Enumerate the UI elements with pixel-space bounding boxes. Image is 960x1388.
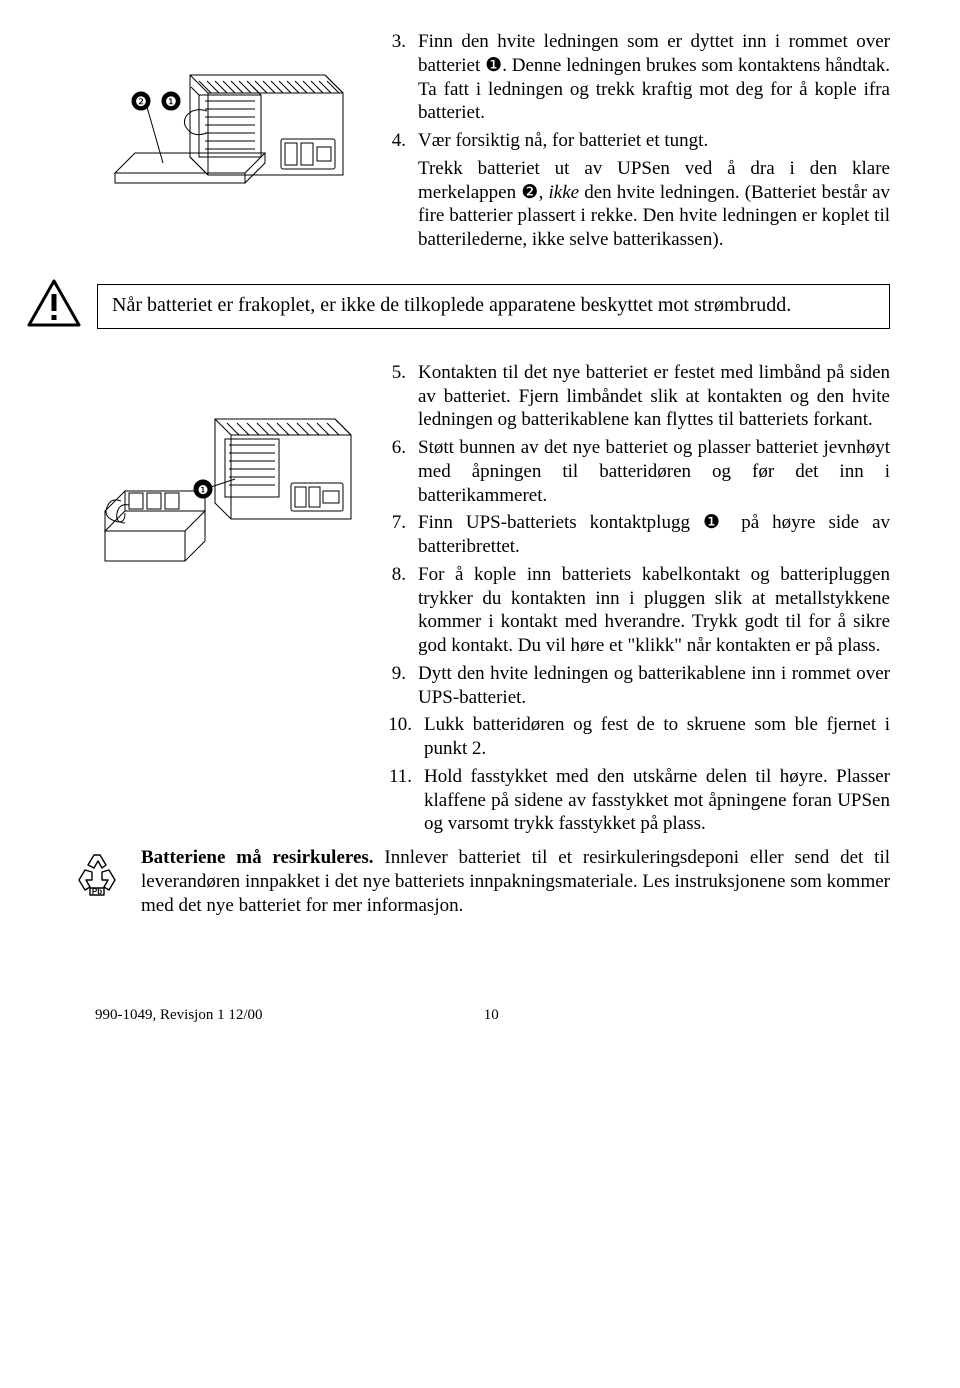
- step-number: 6.: [380, 436, 406, 507]
- steps-5-11: 5.Kontakten til det nye batteriet er fes…: [380, 361, 890, 840]
- footer-revision: 990-1049, Revisjon 1 12/00: [95, 1007, 263, 1024]
- warning-text: Når batteriet er frakoplet, er ikke de t…: [97, 284, 890, 329]
- step-number: 9.: [380, 662, 406, 710]
- figure-battery-pull: ❶ ❷: [95, 30, 355, 200]
- step-number: 8.: [380, 563, 406, 658]
- step-number: 5.: [380, 361, 406, 432]
- step-text: Støtt bunnen av det nye batteriet og pla…: [418, 436, 890, 507]
- recycle-icon: Pb: [73, 846, 121, 905]
- step-text: Finn den hvite ledningen som er dyttet i…: [418, 30, 890, 125]
- figure-battery-insert: ❶: [95, 361, 355, 581]
- steps-3-4: 3. Finn den hvite ledningen som er dytte…: [380, 30, 890, 256]
- step-number: 11.: [380, 765, 412, 836]
- step-text: Vær forsiktig nå, for batteriet et tungt…: [418, 129, 890, 252]
- warning-icon: [25, 278, 83, 335]
- step-text: Kontakten til det nye batteriet er feste…: [418, 361, 890, 432]
- step-number: 3.: [380, 30, 406, 125]
- step-number: 10.: [380, 713, 412, 761]
- step-text: Hold fasstykket med den utskårne delen t…: [424, 765, 890, 836]
- step-number: 7.: [380, 511, 406, 559]
- step-text: For å kople inn batteriets kabelkontakt …: [418, 563, 890, 658]
- recycle-text: Batteriene må resirkuleres. Innlever bat…: [141, 846, 890, 917]
- step-text: Dytt den hvite ledningen og batterikable…: [418, 662, 890, 710]
- svg-text:❶: ❶: [165, 94, 177, 109]
- svg-text:Pb: Pb: [92, 887, 102, 896]
- svg-text:❶: ❶: [198, 483, 209, 497]
- step-text: Lukk batteridøren og fest de to skruene …: [424, 713, 890, 761]
- svg-text:❷: ❷: [135, 94, 147, 109]
- step-number: 4.: [380, 129, 406, 252]
- step-text: Finn UPS-batteriets kontaktplugg ❶ på hø…: [418, 511, 890, 559]
- footer-page-number: 10: [263, 1007, 891, 1024]
